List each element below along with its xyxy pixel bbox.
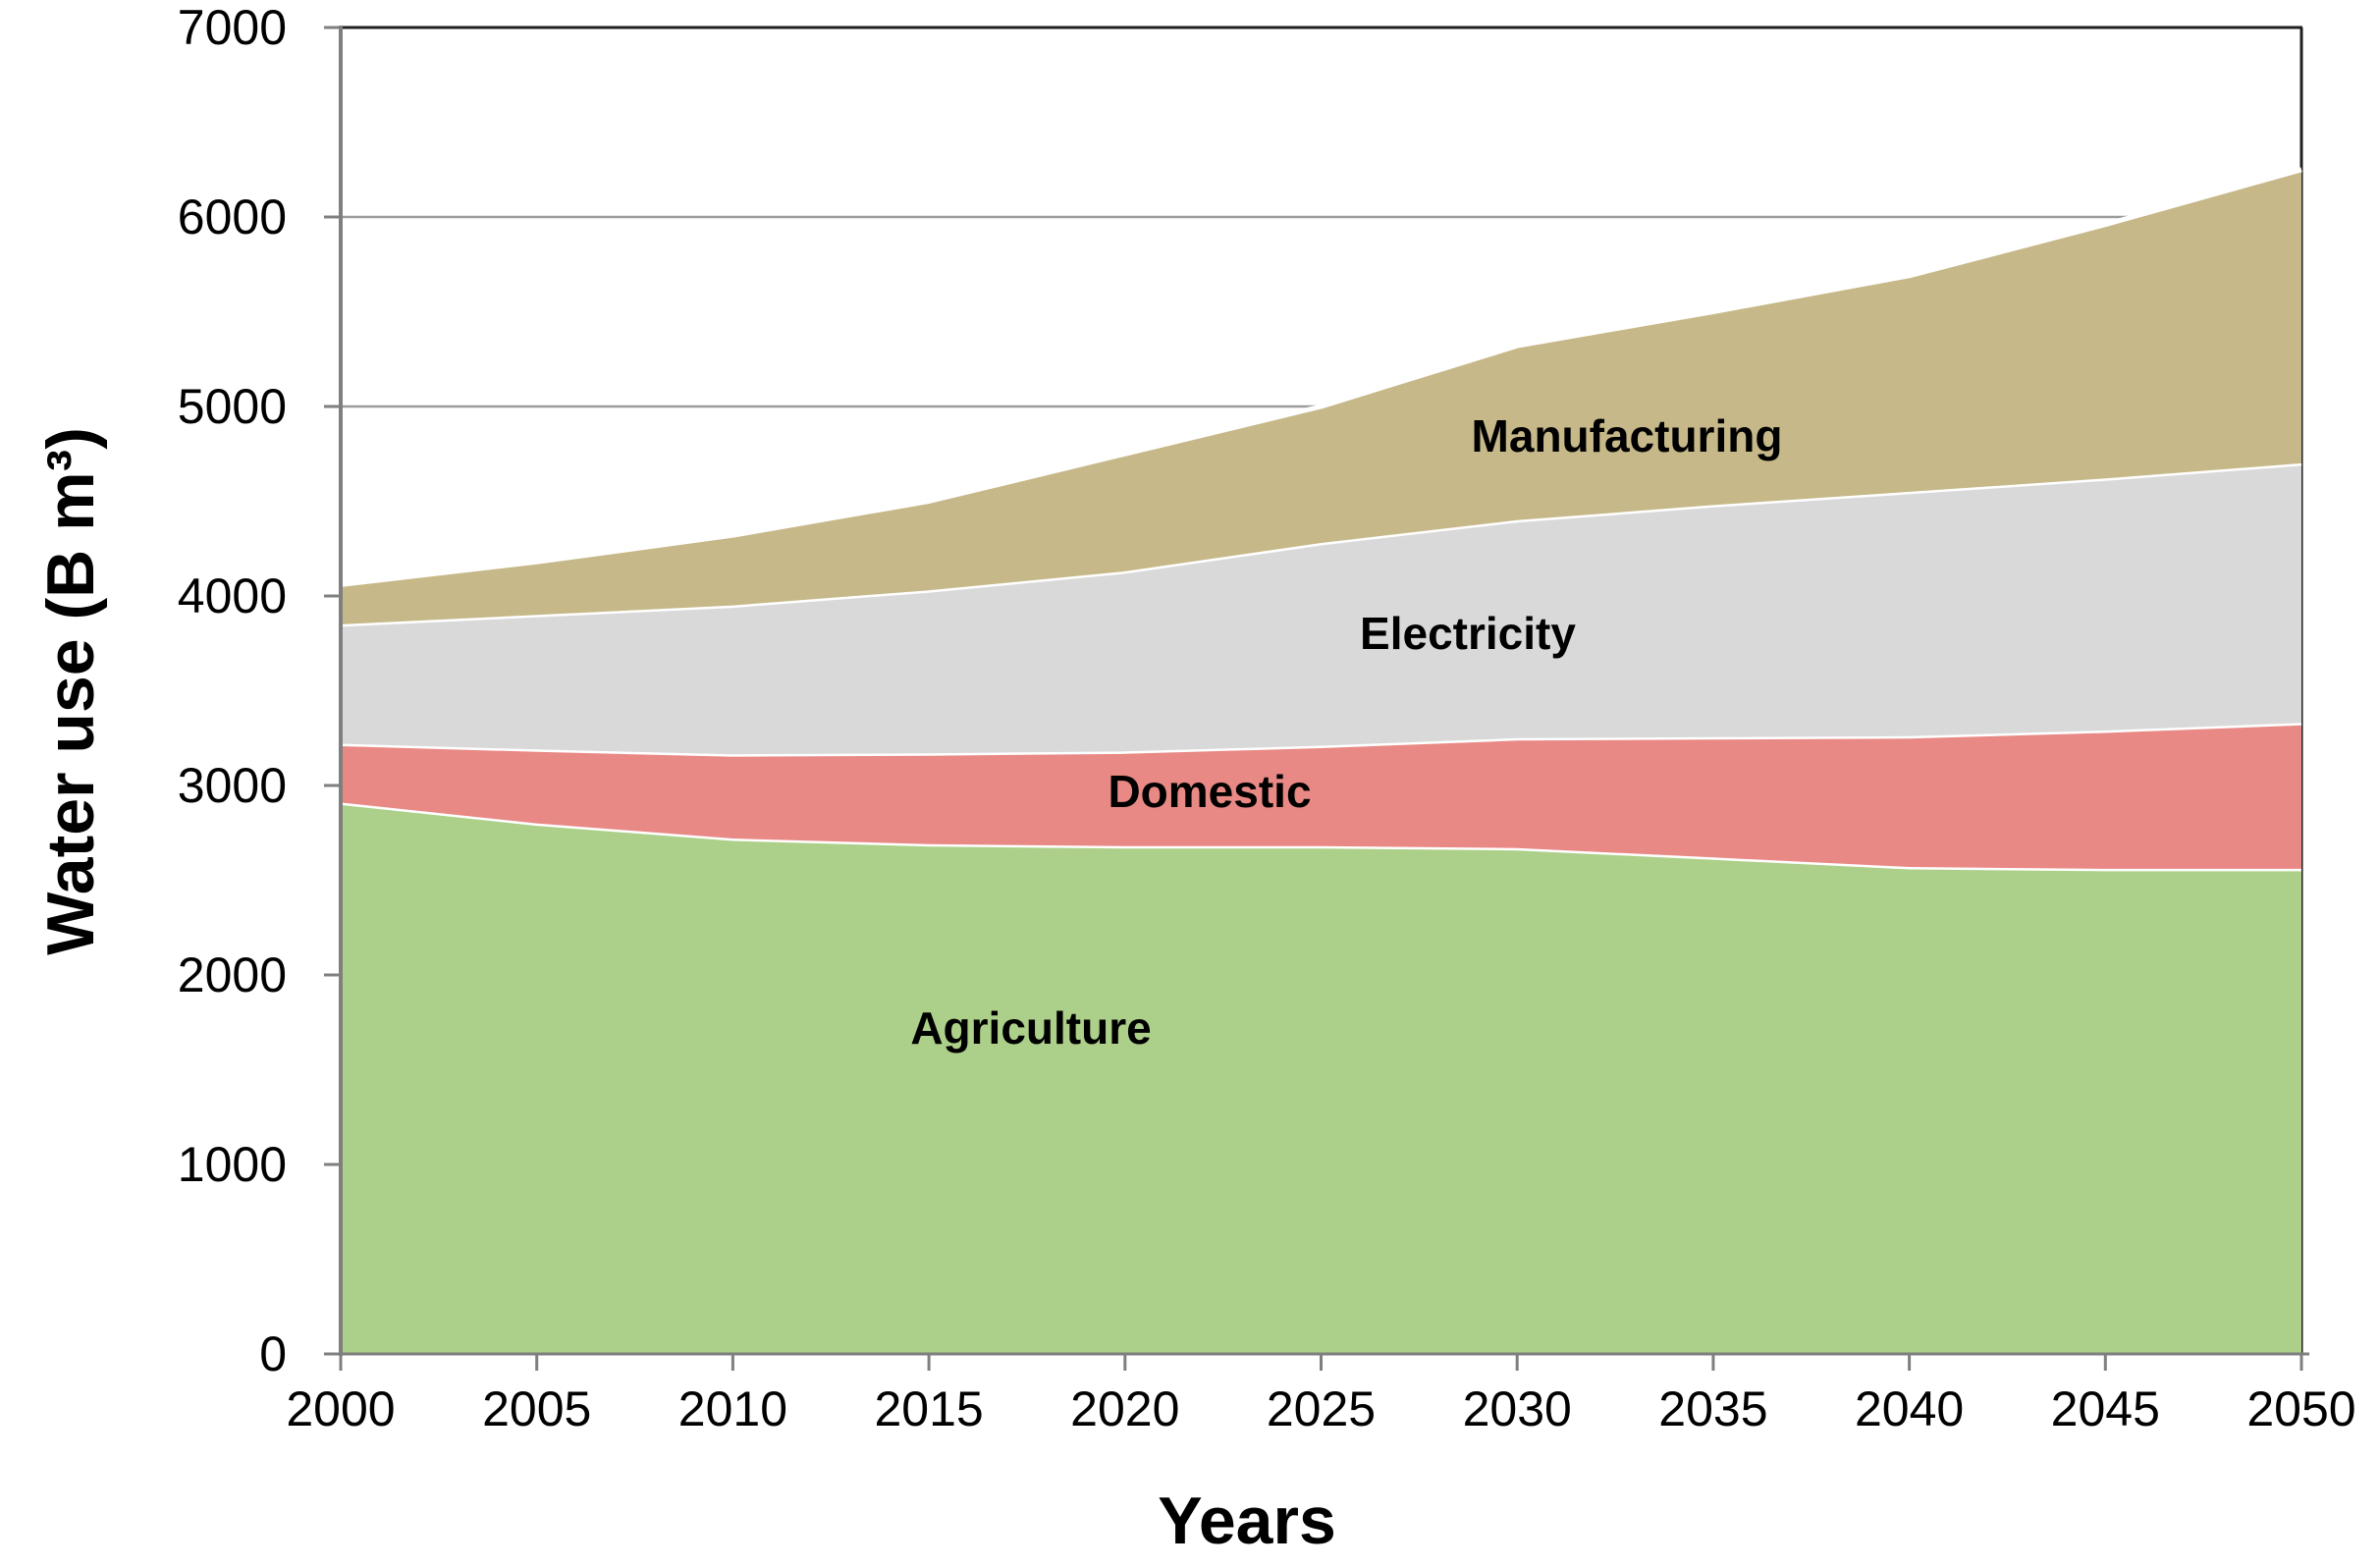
area-top-edge-manufacturing [340, 167, 2302, 587]
y-tick-label-2000: 2000 [178, 947, 287, 1002]
y-tick-label-6000: 6000 [178, 189, 287, 244]
area-label-domestic: Domestic [1108, 766, 1311, 817]
area-domestic [341, 723, 2301, 869]
y-tick-label-7000: 7000 [178, 0, 287, 55]
y-tick-label-4000: 4000 [178, 568, 287, 623]
x-tick-label-2050: 2050 [2246, 1381, 2355, 1436]
x-tick-label-2010: 2010 [678, 1381, 787, 1436]
x-tick-label-2000: 2000 [286, 1381, 395, 1436]
x-axis-title: Years [1158, 1484, 1336, 1558]
y-tick-label-1000: 1000 [178, 1137, 287, 1192]
area-label-manufacturing: Manufacturing [1472, 410, 1783, 461]
x-tick-label-2035: 2035 [1658, 1381, 1767, 1436]
area-manufacturing [341, 169, 2301, 624]
x-tick-label-2040: 2040 [1855, 1381, 1964, 1436]
x-tick-label-2025: 2025 [1267, 1381, 1376, 1436]
x-tick-label-2030: 2030 [1463, 1381, 1572, 1436]
x-tick-label-2005: 2005 [482, 1381, 591, 1436]
area-label-electricity: Electricity [1360, 608, 1576, 659]
area-label-agriculture: Agriculture [910, 1002, 1151, 1054]
y-tick-label-0: 0 [259, 1326, 287, 1381]
x-tick-label-2020: 2020 [1070, 1381, 1179, 1436]
y-axis-title: Water use (B m³) [33, 427, 108, 955]
area-electricity [341, 462, 2301, 755]
y-tick-label-3000: 3000 [178, 758, 287, 813]
chart-layers: 0 1000 2000 3000 4000 5000 6000 7000 2000 2005 201… [178, 0, 2356, 1436]
y-tick-label-5000: 5000 [178, 379, 287, 434]
area-agriculture [341, 802, 2301, 1354]
x-tick-label-2045: 2045 [2051, 1381, 2160, 1436]
x-tick-label-2015: 2015 [874, 1381, 983, 1436]
